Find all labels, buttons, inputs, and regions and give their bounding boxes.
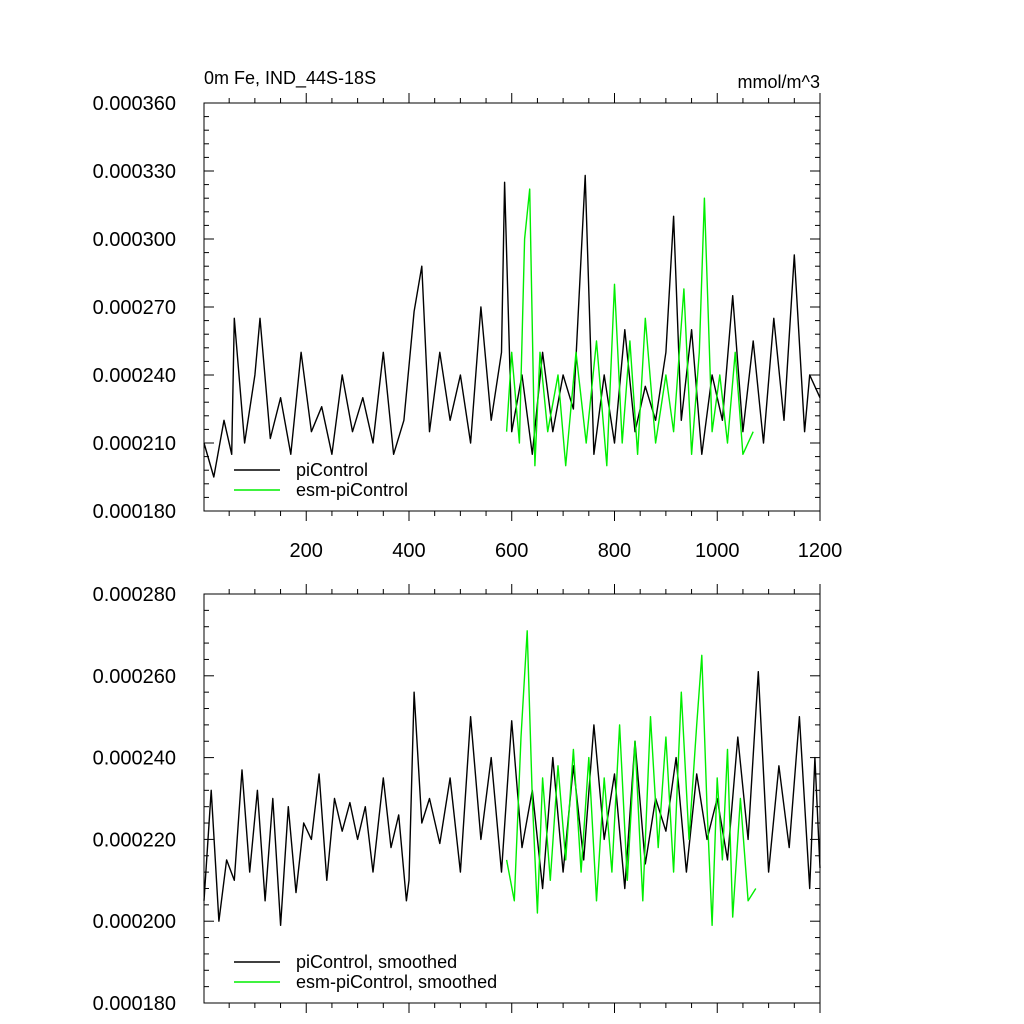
top-ticks-group: 0.000180 0.000210 0.000240 0.000270 0.000300… bbox=[93, 93, 843, 562]
y-tick-label: 0.000360 bbox=[93, 93, 176, 115]
bottom-series-group bbox=[203, 630, 821, 926]
chart-title: 0m Fe, IND_44S-18S bbox=[204, 68, 376, 89]
y-tick-label: 0.000280 bbox=[93, 584, 176, 606]
series-line-top-0 bbox=[203, 174, 821, 478]
top-legend: piControl esm-piControl bbox=[234, 460, 408, 500]
x-tick-label: 600 bbox=[495, 540, 528, 562]
x-tick-label: 1000 bbox=[695, 540, 740, 562]
top-plot-frame bbox=[203, 102, 821, 512]
y-tick-label: 0.000240 bbox=[93, 365, 176, 387]
y-tick-label: 0.000200 bbox=[93, 911, 176, 933]
top-panel: 0m Fe, IND_44S-18S mmol/m^3 0.0001800.00… bbox=[93, 68, 843, 562]
x-tick-label: 800 bbox=[598, 540, 631, 562]
series-line-bottom-1 bbox=[505, 630, 757, 926]
legend-label-picontrol: piControl bbox=[296, 460, 368, 480]
units-label: mmol/m^3 bbox=[738, 72, 820, 92]
y-tick-label: 0.000180 bbox=[93, 501, 176, 523]
bottom-plot-frame bbox=[203, 593, 821, 1004]
x-tick-label: 400 bbox=[392, 540, 425, 562]
bottom-panel: 0.000180 0.000200 0.000220 0.000240 0.000260… bbox=[93, 584, 821, 1015]
legend-label-esm-picontrol-smoothed: esm-piControl, smoothed bbox=[296, 972, 497, 992]
x-tick-label: 200 bbox=[290, 540, 323, 562]
y-tick-label: 0.000270 bbox=[93, 297, 176, 319]
y-tick-label: 0.000300 bbox=[93, 229, 176, 251]
y-tick-label: 0.000330 bbox=[93, 161, 176, 183]
y-tick-label: 0.000220 bbox=[93, 829, 176, 851]
y-tick-label: 0.000240 bbox=[93, 748, 176, 770]
y-tick-label: 0.000180 bbox=[93, 993, 176, 1015]
legend-label-esm-picontrol: esm-piControl bbox=[296, 480, 408, 500]
series-line-bottom-0 bbox=[203, 671, 821, 926]
legend-label-picontrol-smoothed: piControl, smoothed bbox=[296, 952, 457, 972]
x-tick-label: 1200 bbox=[798, 540, 843, 562]
y-tick-label: 0.000210 bbox=[93, 433, 176, 455]
top-series-group bbox=[203, 174, 821, 478]
bottom-ticks-group: 0.000180 0.000200 0.000220 0.000240 0.000260… bbox=[93, 584, 821, 1015]
series-line-top-1 bbox=[505, 188, 754, 467]
bottom-legend: piControl, smoothed esm-piControl, smoot… bbox=[234, 952, 497, 992]
y-tick-label: 0.000260 bbox=[93, 666, 176, 688]
